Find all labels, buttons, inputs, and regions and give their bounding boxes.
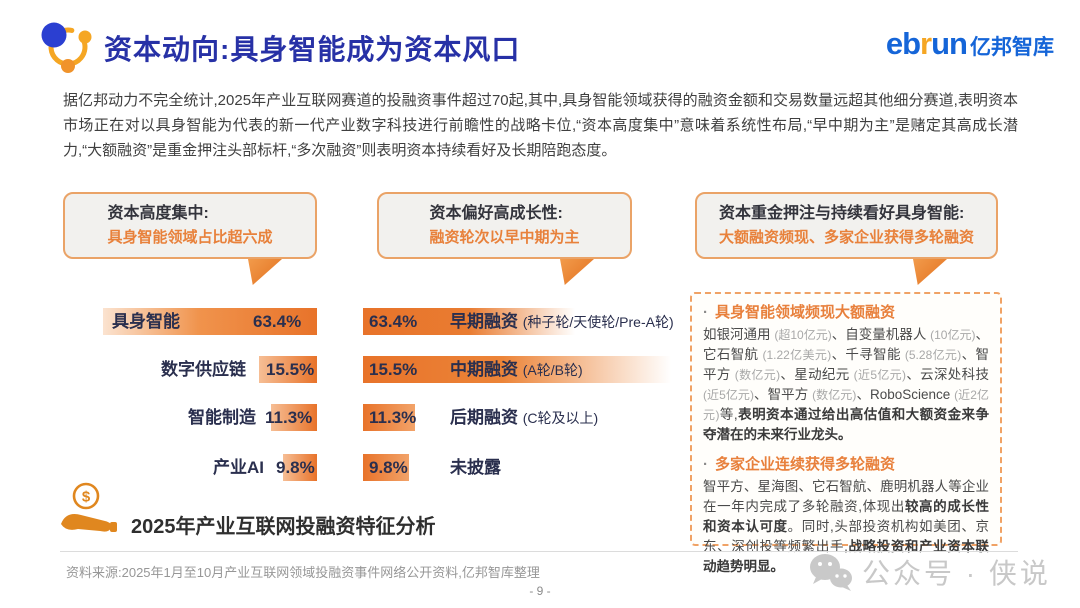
bar-value: 11.3% [265,408,313,427]
callout-title: 资本偏好高成长性: [429,205,563,222]
bullet-heading: · 具身智能领域频现大额融资 [703,302,989,324]
bar [363,356,671,383]
atom-logo-icon [38,20,94,74]
chart-row: 15.5% 中期融资 (A轮/B轮) [0,356,680,383]
callout-title: 资本高度集中: [107,205,209,222]
chart-row: 智能制造 11.3% [0,404,360,431]
bullet-body: 如银河通用 (超10亿元)、自变量机器人 (10亿元)、它石智航 (1.22亿美… [703,327,989,442]
bar [363,454,409,481]
bar-label: 未披露 [450,458,501,477]
chart-row: 数字供应链 15.5% [0,356,360,383]
bar-label: 后期融资 (C轮及以上) [450,408,599,427]
callout-subtitle: 大额融资频现、多家企业获得多轮融资 [718,229,974,246]
chart-row: 63.4% 早期融资 (种子轮/天使轮/Pre-A轮) [0,308,680,335]
bar [283,454,317,481]
chart-row: 产业AI 9.8% [0,454,360,481]
bar-value: 15.5% [266,360,315,379]
callout-pointer [913,259,947,285]
page-title: 资本动向:具身智能成为资本风口 [104,34,521,65]
chart-row: 11.3% 后期融资 (C轮及以上) [0,404,680,431]
bar-label: 具身智能 [112,312,180,331]
money-hand-icon: $ [58,482,122,540]
callout-box-concentration: 资本高度集中: 具身智能领域占比超六成 [63,192,317,259]
watermark: 公众号 · 侠说 [808,551,1051,593]
callout-box-big-bets: 资本重金押注与持续看好具身智能: 大额融资频现、多家企业获得多轮融资 [695,192,998,259]
bar-label: 数字供应链 [161,360,246,379]
chart-row: 具身智能 63.4% [0,308,360,335]
divider [60,551,1018,552]
callout-subtitle: 具身智能领域占比超六成 [107,229,273,246]
bullet-body: 智平方、星海图、它石智航、鹿明机器人等企业在一年内完成了多轮融资,体现出较高的成… [703,479,989,574]
page-number: - 9 - [529,584,551,598]
bar-label: 产业AI [213,458,264,477]
wechat-icon [810,554,852,591]
feature-title: 2025年产业互联网投融资特征分析 [131,516,436,538]
bar [363,308,575,335]
callout-subtitle: 融资轮次以早中期为主 [429,229,580,246]
svg-text:$: $ [82,489,91,506]
bar-value: 63.4% [253,312,302,331]
bar-value: 15.5% [369,360,418,379]
callout-title: 资本重金押注与持续看好具身智能: [718,205,965,222]
callout-pointer [248,259,282,285]
bar-label: 智能制造 [188,408,256,427]
bar-value: 63.4% [369,312,418,331]
bullet-dot: · [703,304,708,321]
bar-value: 11.3% [369,408,417,427]
watermark-text: 公众号 · 侠说 [862,558,1051,589]
insight-panel: · 具身智能领域频现大额融资 如银河通用 (超10亿元)、自变量机器人 (10亿… [690,292,1002,574]
bar [271,404,317,431]
brand-logo: ebrun 亿邦智库 [885,26,1054,61]
brand-logo-text: eb [885,26,921,61]
callout-pointer [560,259,594,285]
bar [363,404,415,431]
intro-paragraph: 据亿邦动力不完全统计,2025年产业互联网赛道的投融资事件超过70起,其中,具身… [63,92,1018,159]
source-note: 资料来源:2025年1月至10月产业互联网领域投融资事件网络公开资料,亿邦智库整… [66,565,540,580]
chart-row: 9.8% 未披露 [0,454,680,481]
bar [103,308,317,335]
bullet-dot: · [703,456,708,473]
callout-box-growth: 资本偏好高成长性: 融资轮次以早中期为主 [377,192,632,259]
bar-label: 早期融资 (种子轮/天使轮/Pre-A轮) [450,312,674,331]
bar-label: 中期融资 (A轮/B轮) [450,360,583,379]
bar [259,356,317,383]
bullet-heading: · 多家企业连续获得多轮融资 [703,454,989,476]
bar-value: 9.8% [276,458,315,477]
bar-value: 9.8% [369,458,408,477]
